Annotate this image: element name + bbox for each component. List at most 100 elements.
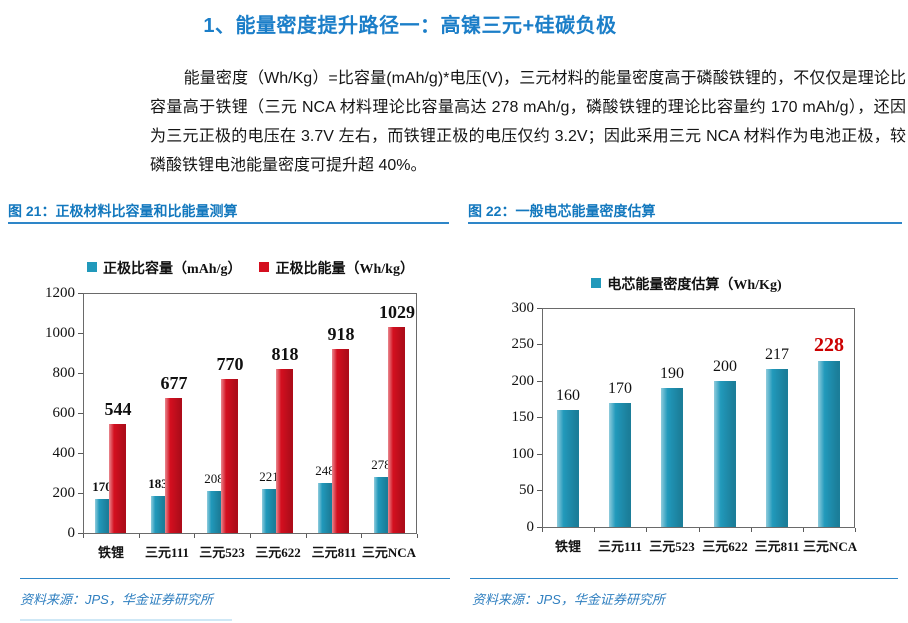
figure-22-caption: 图 22：一般电芯能量密度估算 bbox=[468, 201, 902, 224]
x-axis-tick bbox=[194, 534, 195, 538]
x-axis-tick bbox=[417, 534, 418, 538]
y-axis-tick bbox=[78, 533, 83, 534]
bar bbox=[318, 483, 332, 533]
category-label: 三元111 bbox=[597, 539, 643, 554]
bar-value-label: 183 bbox=[148, 476, 168, 491]
x-axis-tick bbox=[646, 528, 647, 532]
x-axis-tick bbox=[542, 528, 543, 532]
y-axis-label: 0 bbox=[526, 519, 535, 535]
y-axis-tick bbox=[537, 344, 542, 345]
bar bbox=[557, 410, 579, 527]
x-axis-tick bbox=[250, 534, 251, 538]
y-axis-label: 300 bbox=[511, 300, 535, 316]
y-axis-tick bbox=[537, 381, 542, 382]
bar-value-label: 160 bbox=[556, 387, 580, 404]
x-axis-tick bbox=[699, 528, 700, 532]
bar-value-label: 770 bbox=[216, 354, 244, 374]
bar bbox=[207, 491, 221, 533]
y-axis-label: 100 bbox=[511, 446, 535, 462]
figure-21-caption: 图 21：正极材料比容量和比能量测算 bbox=[8, 201, 449, 224]
category-label: 三元811 bbox=[311, 545, 357, 560]
y-axis-label: 1200 bbox=[45, 285, 75, 301]
bar-value-label: 1029 bbox=[379, 302, 415, 322]
legend-label: 正极比容量（mAh/g） bbox=[103, 262, 242, 277]
bar bbox=[109, 424, 126, 533]
y-axis-label: 600 bbox=[52, 405, 76, 421]
y-axis-label: 400 bbox=[52, 445, 76, 461]
bar bbox=[766, 369, 788, 527]
next-section-cropped-rule bbox=[20, 619, 232, 621]
bar-value-label: 248 bbox=[315, 463, 335, 478]
bar bbox=[221, 379, 238, 533]
y-axis-label: 200 bbox=[511, 373, 535, 389]
x-axis-tick bbox=[751, 528, 752, 532]
bar-value-label: 208 bbox=[204, 471, 224, 486]
bar bbox=[388, 327, 405, 533]
bar bbox=[95, 499, 109, 533]
figure-21-source: 资料来源：JPS，华金证券研究所 bbox=[20, 592, 213, 607]
figure-22-source: 资料来源：JPS，华金证券研究所 bbox=[472, 592, 665, 607]
y-axis-tick bbox=[537, 308, 542, 309]
y-axis-tick bbox=[537, 454, 542, 455]
figure-21-chart: 正极比容量（mAh/g） 正极比能量（Wh/kg） 0 200 400 600 800 100… bbox=[8, 240, 449, 570]
legend-swatch-icon bbox=[591, 278, 602, 288]
figure-21-source-rule bbox=[20, 578, 450, 579]
category-label: 铁锂 bbox=[97, 545, 124, 560]
bar bbox=[374, 477, 388, 533]
legend-item: 正极比容量（mAh/g） bbox=[87, 258, 241, 278]
y-axis-tick bbox=[78, 413, 83, 414]
bar-value-label: 278 bbox=[371, 457, 391, 472]
bar bbox=[151, 496, 165, 533]
category-label: 铁锂 bbox=[554, 539, 581, 554]
chart-legend: 电芯能量密度估算（Wh/Kg) bbox=[465, 274, 908, 294]
bar-value-label: 190 bbox=[660, 365, 684, 382]
figure-22-source-rule bbox=[470, 578, 898, 579]
y-axis-tick bbox=[537, 417, 542, 418]
x-axis-tick bbox=[83, 534, 84, 538]
y-axis-label: 1000 bbox=[45, 325, 75, 341]
body-paragraph: 能量密度（Wh/Kg）=比容量(mAh/g)*电压(V)，三元材料的能量密度高于… bbox=[150, 70, 906, 174]
category-label: 三元622 bbox=[255, 545, 301, 560]
category-label: 三元523 bbox=[649, 539, 695, 554]
plot-area bbox=[83, 293, 417, 534]
y-axis-tick bbox=[78, 333, 83, 334]
y-axis-label: 50 bbox=[519, 482, 534, 498]
y-axis-tick bbox=[537, 490, 542, 491]
legend-swatch-icon bbox=[259, 262, 270, 272]
section-title: 1、能量密度提升路径一：高镍三元+硅碳负极 bbox=[203, 15, 617, 37]
y-axis-label: 800 bbox=[52, 365, 76, 381]
bar-value-label: 217 bbox=[765, 346, 789, 363]
bar bbox=[276, 369, 293, 533]
bar bbox=[262, 489, 276, 533]
category-label: 三元811 bbox=[754, 539, 800, 554]
y-axis-label: 0 bbox=[67, 525, 76, 541]
bar-value-label: 228 bbox=[814, 334, 844, 356]
x-axis-tick bbox=[139, 534, 140, 538]
category-label: 三元111 bbox=[144, 545, 190, 560]
legend-item: 电芯能量密度估算（Wh/Kg) bbox=[591, 274, 782, 294]
category-label: 三元523 bbox=[199, 545, 245, 560]
y-axis-tick bbox=[78, 293, 83, 294]
x-axis-tick bbox=[803, 528, 804, 532]
bar-value-label: 818 bbox=[271, 344, 299, 364]
category-label: 三元NCA bbox=[361, 545, 417, 560]
bar bbox=[609, 403, 631, 527]
legend-label: 正极比能量（Wh/kg） bbox=[275, 262, 414, 277]
bar-value-label: 544 bbox=[104, 399, 132, 419]
category-label: 三元NCA bbox=[803, 539, 858, 554]
y-axis-tick bbox=[537, 527, 542, 528]
y-axis-label: 250 bbox=[511, 336, 535, 352]
x-axis-tick bbox=[361, 534, 362, 538]
bar bbox=[714, 381, 736, 527]
bar bbox=[165, 398, 182, 533]
bar bbox=[661, 388, 683, 527]
x-axis-tick bbox=[594, 528, 595, 532]
chart-legend: 正极比容量（mAh/g） 正极比能量（Wh/kg） bbox=[30, 258, 471, 278]
bar-value-label: 170 bbox=[608, 380, 632, 397]
x-axis-tick bbox=[306, 534, 307, 538]
figure-22-chart: 电芯能量密度估算（Wh/Kg) 0 50 100 150 200 250 300 160 170 1… bbox=[465, 240, 908, 570]
y-axis-label: 150 bbox=[511, 409, 535, 425]
legend-swatch-icon bbox=[87, 262, 98, 272]
bar-value-label: 221 bbox=[259, 469, 279, 484]
